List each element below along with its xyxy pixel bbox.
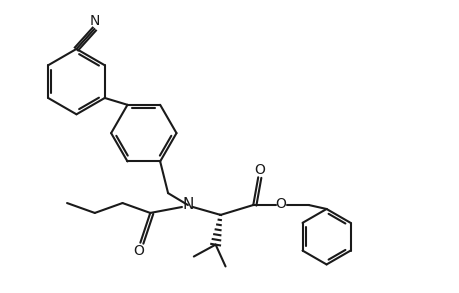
Text: N: N: [182, 197, 194, 212]
Text: O: O: [133, 243, 144, 258]
Text: N: N: [90, 14, 101, 28]
Text: O: O: [254, 163, 265, 177]
Text: O: O: [275, 197, 286, 211]
